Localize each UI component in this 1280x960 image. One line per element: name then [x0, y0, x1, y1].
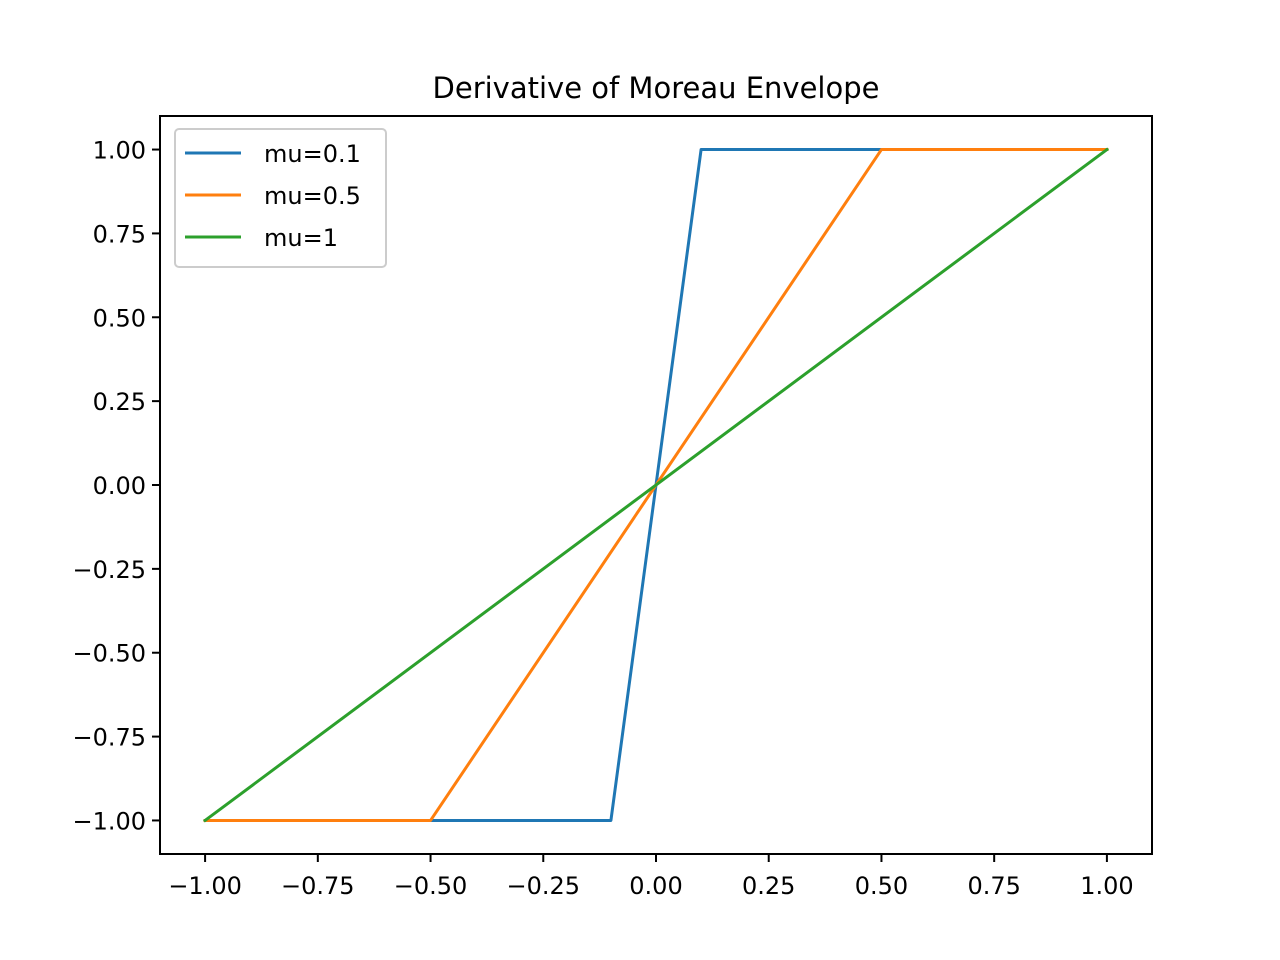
- series-layer: [202, 147, 1110, 823]
- legend-label-1: mu=0.1: [264, 140, 361, 168]
- y-tick-label: 1.00: [93, 137, 146, 165]
- y-tick-label: 0.75: [93, 220, 146, 248]
- series-line-3: [202, 147, 1110, 823]
- x-tick-label: −0.50: [394, 872, 468, 900]
- x-tick-label: 0.50: [855, 872, 908, 900]
- y-tick-label: −1.00: [72, 807, 146, 835]
- y-tick-label: −0.25: [72, 556, 146, 584]
- x-tick-label: −0.25: [506, 872, 580, 900]
- y-tick-label: 0.00: [93, 472, 146, 500]
- x-axis: −1.00 −0.75 −0.50 −0.25 0.00 0.25 0.50 0.75 1.00: [168, 854, 1134, 900]
- legend: mu=0.1 mu=0.5 mu=1: [174, 128, 387, 268]
- x-tick-label: 1.00: [1080, 872, 1133, 900]
- x-tick-label: 0.00: [629, 872, 682, 900]
- y-tick-label: 0.50: [93, 304, 146, 332]
- y-axis: 1.00 0.75 0.50 0.25 0.00 −0.25 −0.50 −0.75 −1.00: [72, 137, 160, 835]
- x-tick-label: 0.25: [742, 872, 795, 900]
- x-tick-label: −1.00: [168, 872, 242, 900]
- y-tick-label: 0.25: [93, 388, 146, 416]
- x-tick-label: −0.75: [281, 872, 355, 900]
- x-tick-label: 0.75: [967, 872, 1020, 900]
- y-tick-label: −0.50: [72, 640, 146, 668]
- y-tick-label: −0.75: [72, 724, 146, 752]
- legend-box: [174, 128, 387, 268]
- chart-title: Derivative of Moreau Envelope: [433, 71, 880, 105]
- legend-label-3: mu=1: [264, 224, 338, 252]
- legend-label-2: mu=0.5: [264, 182, 361, 210]
